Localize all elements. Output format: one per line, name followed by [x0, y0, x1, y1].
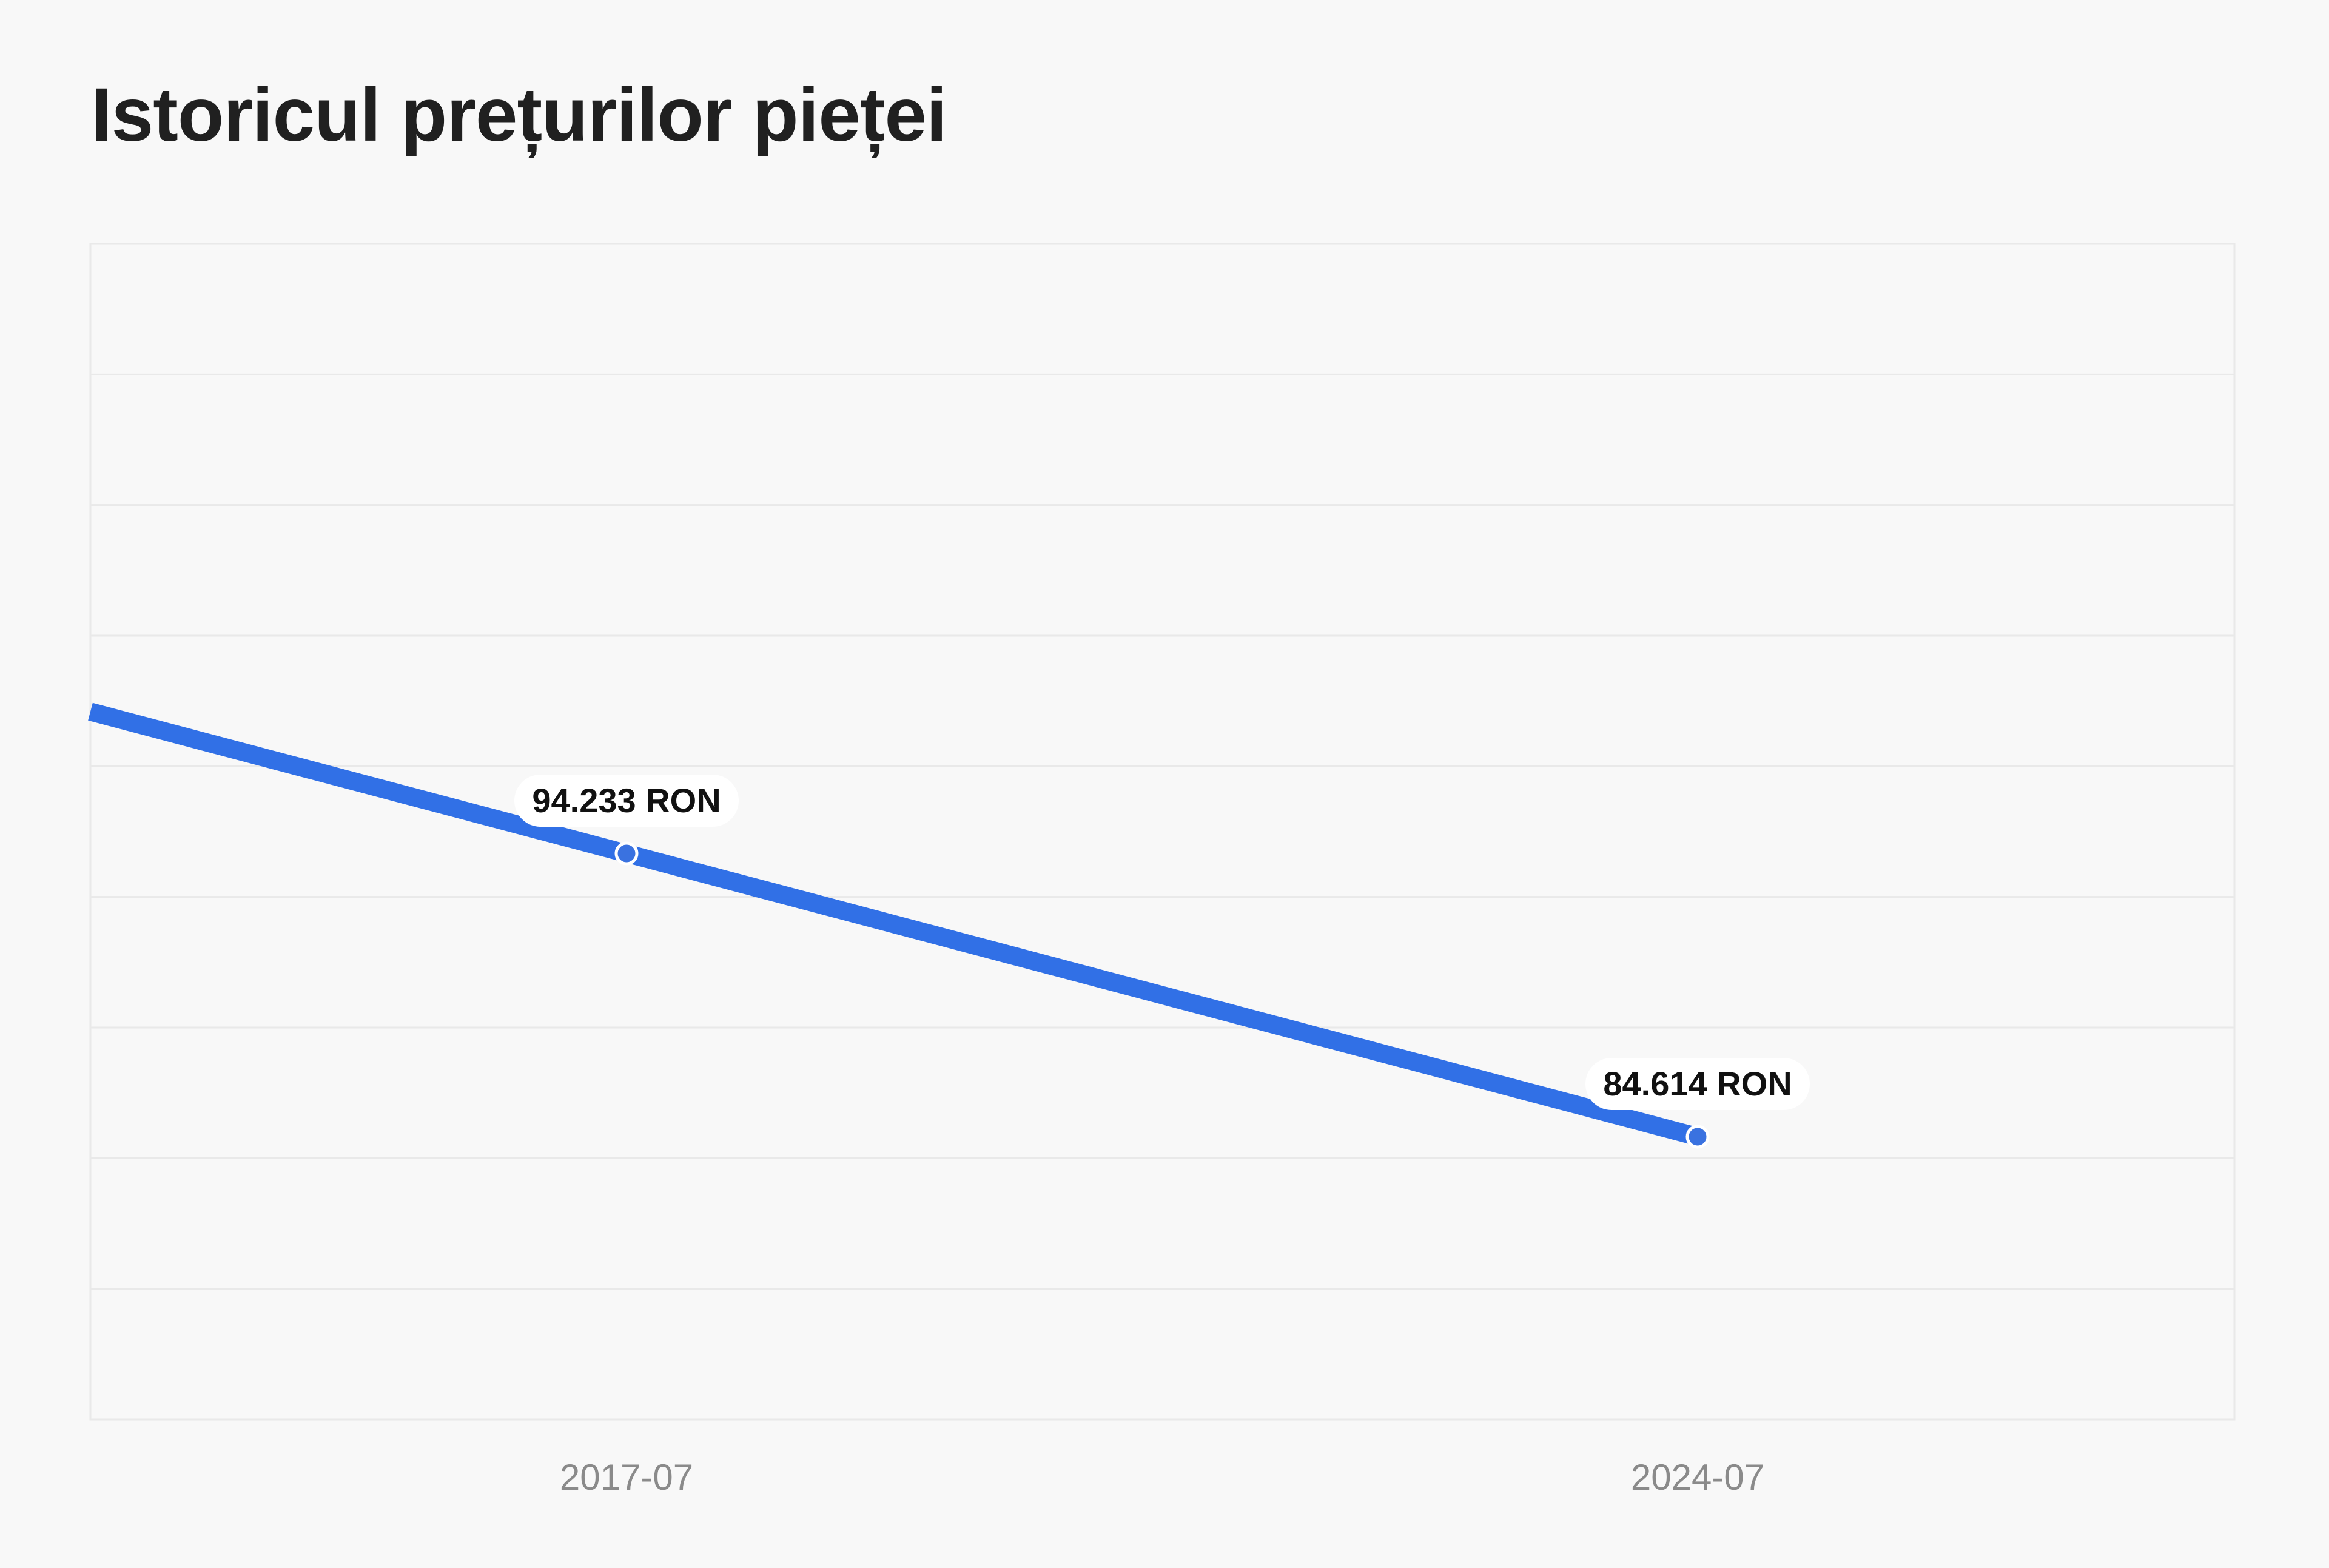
x-tick-label: 2024-07: [1631, 1457, 1764, 1498]
data-label: 84.614 RON: [1603, 1065, 1792, 1103]
data-label-box: [514, 775, 739, 827]
data-label-box: [1585, 1058, 1810, 1111]
data-point[interactable]: [1685, 1125, 1710, 1149]
plot-area: [89, 243, 2236, 1421]
x-tick-label: 2017-07: [560, 1457, 693, 1498]
data-label: 94.233 RON: [532, 781, 721, 819]
chart-title: Istoricul prețurilor pieței: [91, 73, 947, 157]
data-point[interactable]: [614, 841, 639, 866]
